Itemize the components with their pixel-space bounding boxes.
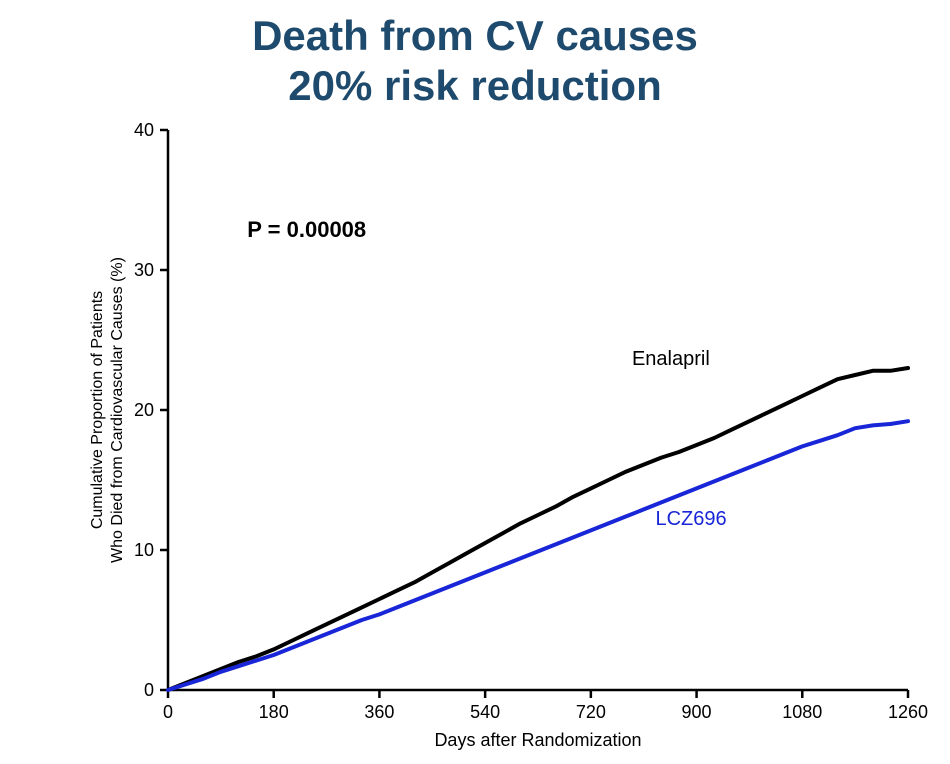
y-tick-label: 20 <box>134 400 154 421</box>
chart-title-line1: Death from CV causes <box>0 12 950 60</box>
chart-svg <box>168 130 908 690</box>
x-tick-label: 180 <box>249 702 299 723</box>
plot-area <box>168 130 908 690</box>
x-axis-title: Days after Randomization <box>168 730 908 751</box>
y-axis-title: Cumulative Proportion of Patients Who Di… <box>88 130 128 690</box>
y-tick-label: 30 <box>134 260 154 281</box>
x-tick-label: 1080 <box>777 702 827 723</box>
p-value-annotation: P = 0.00008 <box>247 217 366 243</box>
figure-root: { "title": { "line1": "Death from CV cau… <box>0 0 950 764</box>
x-tick-label: 1260 <box>883 702 933 723</box>
chart-title-line2: 20% risk reduction <box>0 62 950 110</box>
series-label-enalapril: Enalapril <box>632 348 710 371</box>
x-tick-label: 900 <box>672 702 722 723</box>
x-tick-label: 0 <box>143 702 193 723</box>
y-tick-label: 40 <box>134 120 154 141</box>
x-tick-label: 720 <box>566 702 616 723</box>
y-tick-label: 10 <box>134 540 154 561</box>
y-tick-label: 0 <box>144 680 154 701</box>
x-tick-label: 360 <box>354 702 404 723</box>
series-label-lcz696: LCZ696 <box>655 508 726 531</box>
x-tick-label: 540 <box>460 702 510 723</box>
